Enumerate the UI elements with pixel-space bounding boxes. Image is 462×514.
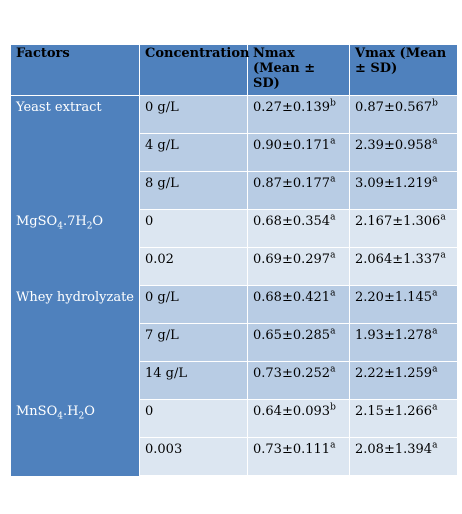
results-table: Factors Concentration Nmax (Mean ± SD) V… [10, 44, 458, 476]
table-row: Whey hydrolyzate 0 g/L 0.68±0.421a 2.20±… [10, 285, 458, 400]
table-row: MnSO4.H2O 0 0.64±0.093b 2.15±1.266a [10, 399, 458, 476]
nmax-cell: 0.64±0.093b [247, 399, 350, 438]
significance-letter: a [330, 250, 336, 261]
factor-label: MgSO4.7H2O [16, 214, 104, 232]
concentration-cell: 0.02 [139, 247, 248, 286]
table-row: 0.003 0.73±0.111a 2.08±1.394a [11, 437, 458, 476]
vmax-cell: 1.93±1.278a [349, 323, 458, 362]
significance-letter: a [330, 288, 336, 299]
significance-letter: b [432, 98, 438, 109]
factor-cell: MgSO4.7H2O [10, 209, 140, 286]
vmax-cell: 3.09±1.219a [349, 171, 458, 210]
concentration-cell: 0 g/L [139, 95, 248, 134]
factor-cell: Whey hydrolyzate [10, 285, 140, 400]
vmax-cell: 2.20±1.145a [349, 285, 458, 324]
factor-cell: Yeast extract [10, 95, 140, 210]
concentration-cell: 8 g/L [139, 171, 248, 210]
nmax-cell: 0.90±0.171a [247, 133, 350, 172]
nmax-cell: 0.27±0.139b [247, 95, 350, 134]
significance-letter: a [330, 174, 336, 185]
significance-letter: a [432, 174, 438, 185]
factor-label: Yeast extract [16, 100, 102, 115]
vmax-cell: 2.167±1.306a [349, 209, 458, 248]
vmax-cell: 2.08±1.394a [349, 437, 458, 476]
significance-letter: a [432, 326, 438, 337]
significance-letter: a [432, 364, 438, 375]
significance-letter: a [330, 212, 336, 223]
concentration-cell: 14 g/L [139, 361, 248, 400]
factor-cell: MnSO4.H2O [10, 399, 140, 476]
nmax-cell: 0.73±0.111a [247, 437, 350, 476]
nmax-cell: 0.87±0.177a [247, 171, 350, 210]
vmax-cell: 2.39±0.958a [349, 133, 458, 172]
header-nmax: Nmax (Mean ± SD) [247, 44, 350, 96]
header-factors: Factors [10, 44, 140, 96]
significance-letter: a [432, 402, 438, 413]
vmax-cell: 2.22±1.259a [349, 361, 458, 400]
significance-letter: a [330, 326, 336, 337]
significance-letter: a [330, 440, 336, 451]
nmax-cell: 0.65±0.285a [247, 323, 350, 362]
header-concentration: Concentration [139, 44, 249, 96]
concentration-cell: 4 g/L [139, 133, 248, 172]
significance-letter: b [330, 98, 336, 109]
significance-letter: a [432, 288, 438, 299]
header-row: Factors Concentration Nmax (Mean ± SD) V… [10, 44, 458, 96]
header-vmax: Vmax (Mean ± SD) [349, 44, 458, 96]
significance-letter: a [440, 212, 446, 223]
significance-letter: a [440, 250, 446, 261]
significance-letter: a [432, 136, 438, 147]
significance-letter: a [330, 136, 336, 147]
table-row: Yeast extract 0 g/L 0.27±0.139b 0.87±0.5… [10, 95, 458, 210]
concentration-cell: 7 g/L [139, 323, 248, 362]
significance-letter: a [432, 440, 438, 451]
vmax-cell: 0.87±0.567b [349, 95, 458, 134]
factor-label: MnSO4.H2O [16, 404, 95, 422]
nmax-cell: 0.68±0.421a [247, 285, 350, 324]
significance-letter: a [330, 364, 336, 375]
table-row: MgSO4.7H2O 0 0.68±0.354a 2.167±1.306a [10, 209, 458, 286]
factor-label: Whey hydrolyzate [16, 290, 135, 305]
concentration-cell: 0 g/L [139, 285, 248, 324]
table-row: 14 g/L 0.73±0.252a 2.22±1.259a [11, 361, 458, 400]
nmax-cell: 0.68±0.354a [247, 209, 350, 248]
vmax-cell: 2.15±1.266a [349, 399, 458, 438]
concentration-cell: 0 [139, 399, 248, 438]
table-row: 4 g/L 0.90±0.171a 2.39±0.958a [11, 133, 458, 172]
nmax-cell: 0.73±0.252a [247, 361, 350, 400]
concentration-cell: 0 [139, 209, 248, 248]
table-row: 8 g/L 0.87±0.177a 3.09±1.219a [11, 171, 458, 210]
vmax-cell: 2.064±1.337a [349, 247, 458, 286]
nmax-cell: 0.69±0.297a [247, 247, 350, 286]
table-row: 7 g/L 0.65±0.285a 1.93±1.278a [11, 323, 458, 362]
concentration-cell: 0.003 [139, 437, 248, 476]
table-row: 0.02 0.69±0.297a 2.064±1.337a [11, 247, 458, 286]
significance-letter: b [330, 402, 336, 413]
